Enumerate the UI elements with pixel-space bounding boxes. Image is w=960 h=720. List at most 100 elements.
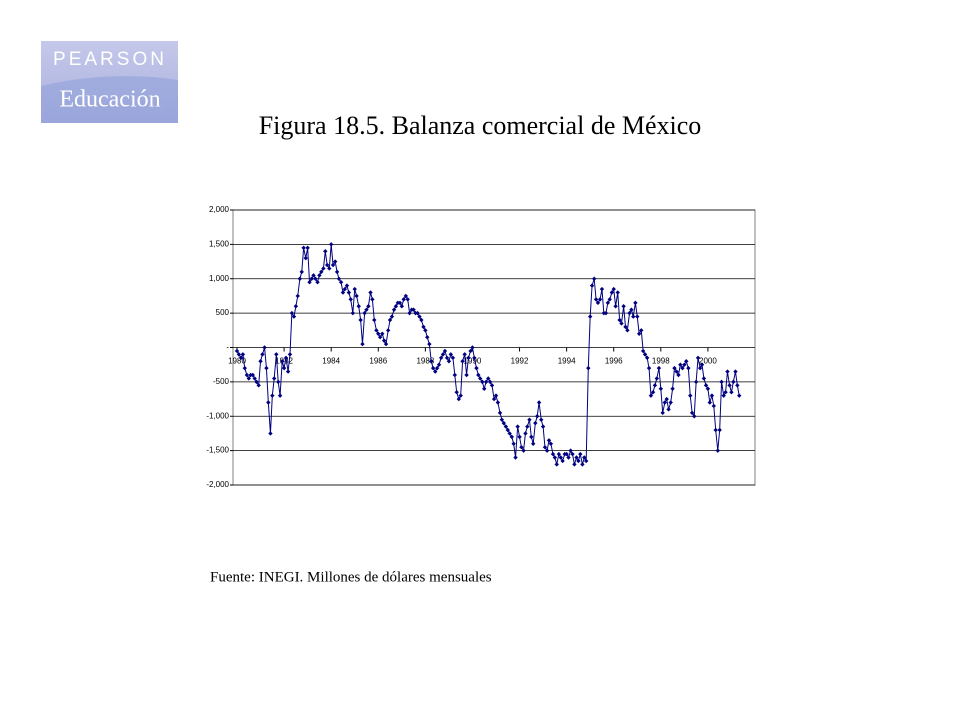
data-point	[517, 434, 522, 440]
data-point	[519, 444, 524, 450]
data-point	[340, 290, 346, 295]
data-point	[489, 383, 495, 388]
data-point	[674, 369, 679, 374]
data-point	[723, 389, 728, 395]
data-point	[280, 359, 285, 364]
data-point	[368, 290, 373, 295]
data-point	[285, 369, 291, 374]
data-point	[289, 310, 295, 316]
data-point	[711, 403, 716, 409]
data-point	[613, 304, 618, 309]
data-point	[295, 293, 300, 299]
y-tick-label: 500	[216, 308, 230, 317]
data-point	[234, 348, 240, 354]
data-point	[334, 269, 340, 275]
data-point	[442, 348, 448, 354]
data-point	[568, 448, 573, 453]
logo: PEARSON Educación	[41, 41, 178, 123]
data-point	[440, 352, 446, 357]
data-point	[591, 276, 597, 281]
data-point	[554, 462, 559, 467]
data-point	[321, 266, 326, 271]
data-point	[707, 400, 712, 405]
data-point	[417, 314, 422, 319]
data-point	[377, 334, 383, 340]
data-point	[374, 328, 379, 333]
data-point	[391, 307, 397, 312]
data-point	[482, 386, 487, 391]
data-point	[499, 417, 505, 422]
data-point	[315, 279, 320, 285]
data-point	[640, 348, 646, 354]
x-tick-label: 2000	[699, 357, 717, 366]
data-point	[656, 365, 662, 371]
data-point	[701, 376, 707, 381]
data-point	[330, 262, 336, 268]
data-point	[586, 365, 591, 371]
data-point	[660, 410, 665, 416]
data-point	[503, 424, 509, 429]
data-point	[595, 300, 601, 306]
data-point	[717, 427, 722, 433]
data-point	[731, 379, 736, 385]
data-point	[611, 286, 616, 292]
data-point	[389, 314, 395, 319]
data-point	[593, 297, 599, 302]
source-note: Fuente: INEGI. Millones de dólares mensu…	[210, 569, 492, 585]
data-point	[444, 355, 450, 361]
data-point	[433, 369, 438, 374]
data-point	[699, 362, 705, 367]
data-point	[695, 355, 701, 361]
data-point	[635, 314, 640, 319]
data-point	[338, 279, 344, 285]
data-point	[401, 297, 406, 302]
data-point	[370, 297, 375, 302]
data-point	[450, 355, 456, 361]
data-point	[639, 328, 644, 333]
data-point	[268, 431, 273, 436]
x-tick-label: 1986	[369, 357, 387, 366]
data-point	[305, 245, 310, 251]
data-point	[476, 372, 481, 378]
data-point	[307, 279, 312, 285]
data-point	[705, 386, 711, 391]
data-point	[507, 431, 512, 436]
data-point	[668, 400, 673, 405]
data-point	[652, 383, 658, 388]
data-point	[446, 359, 452, 364]
data-point	[676, 372, 681, 378]
data-point	[303, 255, 308, 261]
data-point	[240, 352, 246, 357]
data-point	[429, 359, 434, 364]
data-point	[572, 462, 577, 467]
data-point	[480, 379, 485, 385]
data-point	[536, 400, 542, 405]
data-point	[713, 427, 718, 433]
data-point	[556, 451, 562, 457]
data-point	[274, 352, 279, 357]
data-point	[419, 317, 424, 323]
data-point	[366, 304, 371, 309]
data-point	[603, 310, 609, 316]
data-point	[495, 400, 501, 405]
data-point	[360, 341, 365, 347]
data-point	[272, 376, 277, 381]
data-point	[297, 276, 303, 281]
data-point	[548, 441, 554, 446]
data-point	[397, 300, 403, 306]
data-point	[599, 286, 605, 292]
data-point	[407, 310, 412, 316]
data-point	[313, 276, 318, 281]
data-point	[664, 396, 669, 402]
data-point	[344, 283, 350, 288]
data-point	[486, 376, 491, 381]
data-point	[324, 262, 330, 268]
data-point	[627, 310, 632, 316]
data-point	[425, 334, 430, 340]
data-point	[323, 249, 328, 254]
y-tick-label: 1,500	[209, 239, 230, 248]
x-tick-label: 1982	[275, 357, 293, 366]
data-point	[478, 376, 483, 381]
chart-title: Figura 18.5. Balanza comercial de México	[259, 111, 702, 140]
data-point	[531, 441, 536, 446]
